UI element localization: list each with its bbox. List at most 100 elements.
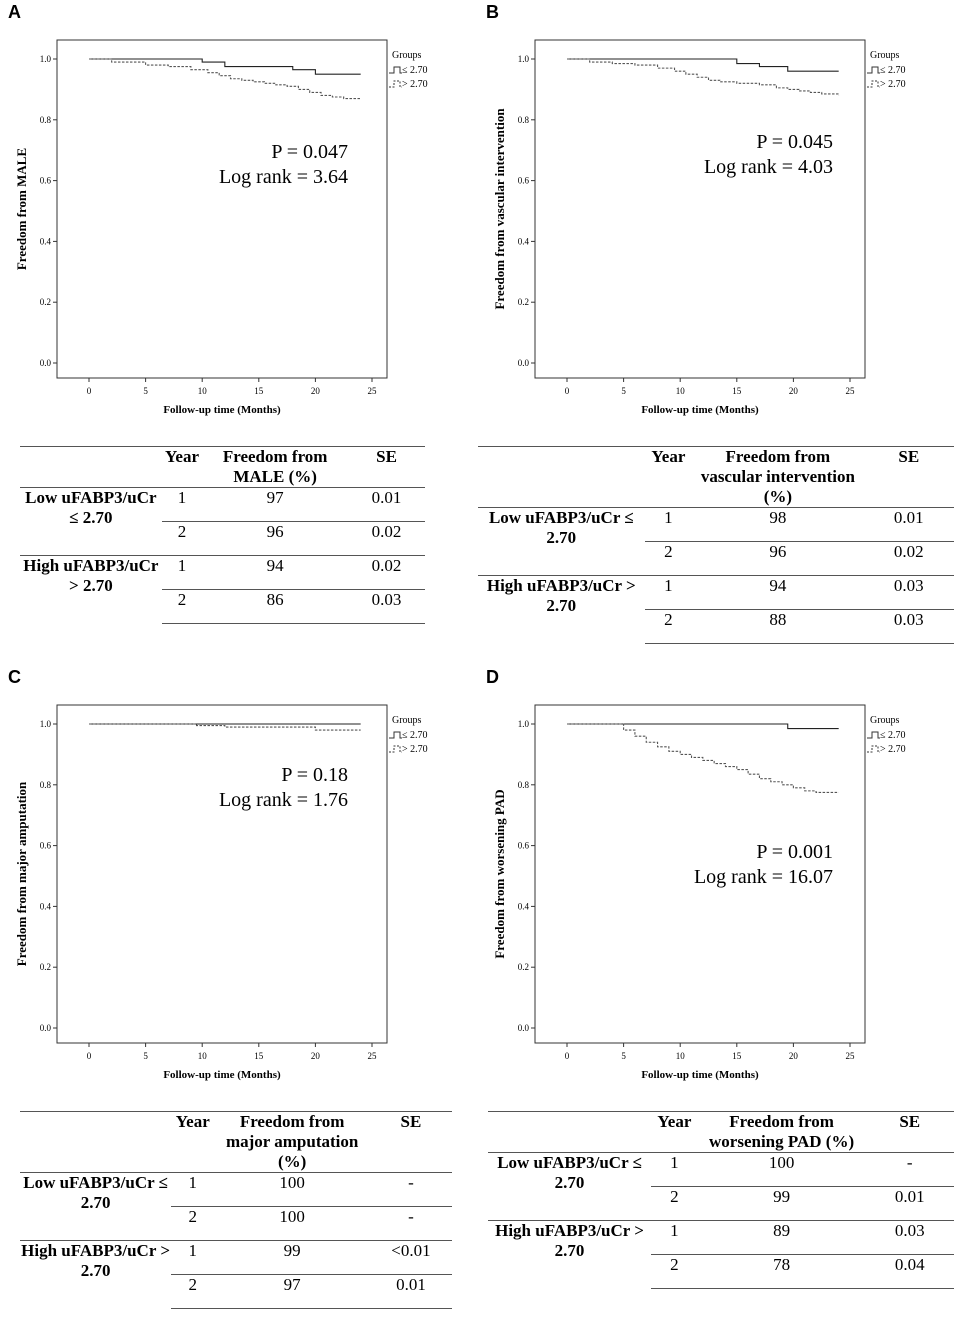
year-cell: 2: [651, 1186, 698, 1221]
legend-label: ≤ 2.70: [880, 65, 906, 76]
x-tick-label: 25: [368, 1051, 378, 1061]
stat-annotation: P = 0.045 Log rank = 4.03: [673, 130, 833, 180]
year-cell: 1: [161, 555, 203, 590]
legend-label: ≤ 2.70: [402, 730, 428, 741]
freedom-cell: 100: [214, 1172, 370, 1207]
legend-label: > 2.70: [880, 744, 906, 755]
plot-frame: [534, 704, 866, 1044]
panel-letter: B: [486, 2, 499, 22]
y-tick-label: 0.6: [518, 176, 530, 186]
y-axis-label: Freedom from worsening PAD: [492, 789, 507, 958]
km-chart: 0.0 0.2 0.4 0.6 0.8 1.0 0 5 10 15 20 25 Follow-up ti…: [14, 704, 428, 1081]
x-tick-label: 5: [143, 1051, 148, 1061]
se-cell: 0.03: [865, 1220, 954, 1255]
y-axis-label: Freedom from vascular intervention: [492, 108, 507, 310]
freedom-cell: 89: [697, 1220, 866, 1255]
legend-label: ≤ 2.70: [880, 730, 906, 741]
year-cell: 2: [161, 521, 203, 556]
se-cell: 0.01: [863, 507, 954, 542]
table-row: 2 86 0.03: [20, 588, 425, 624]
x-tick-label: 10: [676, 386, 686, 396]
x-tick-label: 0: [87, 1051, 92, 1061]
y-tick-label: 0.8: [40, 780, 52, 790]
x-tick-label: 25: [846, 1051, 856, 1061]
freedom-cell: 86: [202, 588, 349, 624]
group-label: Low uFABP3/uCr ≤ 2.70: [488, 1152, 652, 1221]
year-cell: 2: [644, 608, 693, 644]
year-header: Year: [161, 446, 203, 488]
x-tick-label: 20: [311, 1051, 321, 1061]
y-tick-label: 0.2: [40, 297, 51, 307]
se-cell: 0.03: [348, 588, 425, 624]
year-cell: 1: [161, 487, 203, 522]
plot-frame: [534, 39, 866, 379]
se-header: SE: [348, 446, 425, 488]
se-cell: 0.01: [369, 1273, 452, 1309]
x-axis-label: Follow-up time (Months): [641, 404, 759, 416]
table-row: Low uFABP3/uCr ≤ 2.70 1 98 0.01: [478, 507, 954, 576]
year-cell: 1: [171, 1240, 215, 1275]
plot-frame: [56, 39, 388, 379]
freedom-cell: 94: [202, 555, 349, 590]
y-tick-label: 1.0: [518, 54, 530, 64]
table-row: 2 100-: [20, 1206, 452, 1241]
table-row: 2 96 0.02: [20, 521, 425, 556]
table-row: Low uFABP3/uCr ≤ 2.70 1 100-: [488, 1152, 954, 1221]
y-tick-label: 1.0: [518, 719, 530, 729]
y-tick-label: 0.4: [518, 236, 530, 246]
legend-title: Groups: [870, 715, 900, 726]
y-tick-label: 0.4: [40, 901, 52, 911]
se-cell: 0.03: [863, 575, 954, 610]
year-cell: 2: [161, 588, 203, 624]
year-header: Year: [644, 446, 693, 508]
y-tick-label: 0.8: [40, 115, 52, 125]
x-tick-label: 25: [368, 386, 378, 396]
legend-swatch: [867, 66, 880, 74]
km-chart: 0.0 0.2 0.4 0.6 0.8 1.0 0 5 10 15 20 25 Follow-up ti…: [492, 39, 906, 416]
y-tick-label: 0.4: [518, 901, 530, 911]
table-row: High uFABP3/uCr > 2.70 1 94 0.03: [478, 575, 954, 643]
table-header-row: Year Freedom from major amputation (%) SE: [20, 1111, 452, 1173]
year-cell: 1: [651, 1220, 698, 1255]
panel-letter: D: [486, 667, 499, 687]
se-cell: 0.04: [865, 1253, 954, 1289]
x-axis-label: Follow-up time (Months): [641, 1069, 759, 1081]
table-row: Low uFABP3/uCr ≤ 2.70 1 100-: [20, 1172, 452, 1241]
se-cell: 0.03: [863, 608, 954, 644]
survival-table: Year Freedom from worsening PAD (%) SE Low …: [488, 1111, 954, 1289]
logrank-value: Log rank = 16.07: [693, 866, 833, 888]
stat-annotation: P = 0.001 Log rank = 16.07: [678, 840, 833, 890]
legend-swatch: [389, 80, 402, 88]
freedom-header: Freedom from vascular intervention (%): [692, 446, 864, 508]
logrank-value: Log rank = 4.03: [703, 156, 833, 178]
x-tick-label: 5: [621, 386, 626, 396]
year-cell: 2: [644, 541, 693, 576]
x-tick-label: 15: [254, 1051, 264, 1061]
y-axis-label: Freedom from MALE: [14, 148, 29, 270]
y-tick-label: 0.8: [518, 115, 530, 125]
x-tick-label: 0: [87, 386, 92, 396]
y-tick-label: 0.2: [518, 297, 529, 307]
x-tick-label: 20: [311, 386, 321, 396]
legend-title: Groups: [392, 715, 422, 726]
x-tick-label: 5: [143, 386, 148, 396]
table-header-row: Year Freedom from worsening PAD (%) SE: [488, 1111, 954, 1153]
freedom-cell: 99: [214, 1240, 370, 1275]
y-tick-label: 1.0: [40, 54, 52, 64]
y-tick-label: 0.6: [518, 841, 530, 851]
y-tick-label: 0.0: [40, 1023, 52, 1033]
freedom-cell: 94: [692, 575, 864, 610]
legend-title: Groups: [870, 50, 900, 61]
x-tick-label: 15: [732, 1051, 742, 1061]
x-tick-label: 10: [198, 386, 208, 396]
y-tick-label: 0.4: [40, 236, 52, 246]
y-tick-label: 0.0: [518, 1023, 530, 1033]
se-cell: 0.02: [348, 521, 425, 556]
year-cell: 2: [171, 1206, 215, 1241]
legend-swatch: [389, 731, 402, 739]
survival-curve-high: [567, 723, 839, 793]
panel-letter: A: [8, 2, 21, 22]
group-label: High uFABP3/uCr > 2.70: [20, 1240, 172, 1308]
se-cell: -: [865, 1152, 954, 1187]
survival-curve-high: [567, 58, 840, 96]
